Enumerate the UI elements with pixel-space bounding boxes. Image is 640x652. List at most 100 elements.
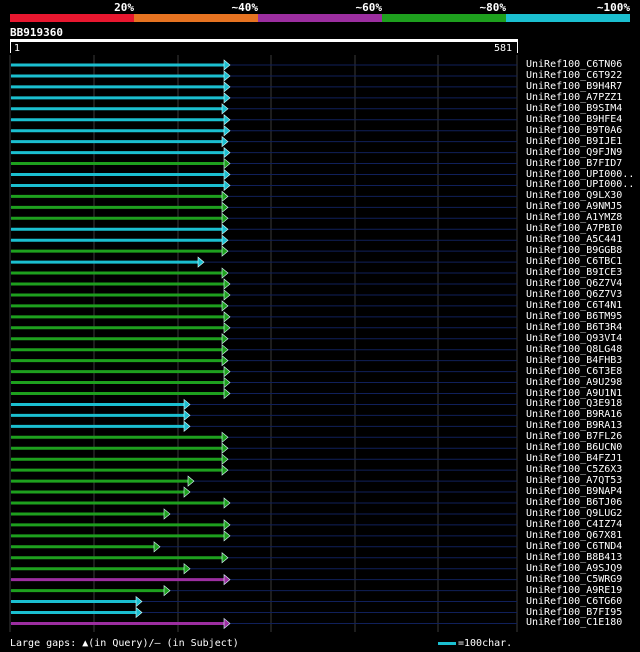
legend-label: ~40%	[231, 1, 259, 14]
hit-end-arrow	[183, 420, 191, 432]
hit-end-arrow	[183, 409, 191, 422]
hit-label[interactable]: UniRef100_B6T3R4	[526, 321, 623, 333]
hit-label[interactable]: UniRef100_A1YMZ8	[526, 212, 623, 224]
hit-label[interactable]: UniRef100_A7QT53	[526, 475, 623, 487]
hit-label[interactable]: UniRef100_Q3E918	[526, 398, 623, 410]
hit-label[interactable]: UniRef100_Q9LUG2	[526, 507, 623, 519]
hit-label[interactable]: UniRef100_B9RA16	[526, 409, 623, 421]
hit-label[interactable]: UniRef100_Q8LG48	[526, 343, 623, 355]
hit-end-arrow	[223, 114, 231, 126]
scale-legend: =100char.	[438, 638, 512, 649]
hit-label[interactable]: UniRef100_Q67X81	[526, 529, 623, 541]
hit-end-arrow	[223, 278, 231, 290]
hit-end-arrow	[221, 245, 229, 257]
hit-end-arrow	[221, 431, 229, 443]
hit-label[interactable]: UniRef100_C1E180	[526, 617, 623, 629]
hit-end-arrow	[183, 563, 191, 575]
hit-end-arrow	[221, 453, 229, 465]
hit-end-arrow	[223, 125, 231, 137]
hit-label[interactable]: UniRef100_B9SIM4	[526, 102, 623, 114]
hit-end-arrow	[221, 223, 229, 235]
hit-label[interactable]: UniRef100_UPI000..	[526, 168, 635, 180]
hit-label[interactable]: UniRef100_B4FHB3	[526, 354, 623, 366]
hit-end-arrow	[223, 574, 231, 586]
hit-label[interactable]: UniRef100_C4IZ74	[526, 518, 623, 530]
ruler-left-tick	[10, 42, 11, 53]
hit-end-arrow	[183, 398, 191, 411]
hit-label[interactable]: UniRef100_B9IJE1	[526, 135, 623, 147]
hit-label[interactable]: UniRef100_B8B413	[526, 551, 623, 563]
hit-label[interactable]: UniRef100_C6T4N1	[526, 299, 623, 311]
legend-segment	[506, 14, 630, 22]
hit-label[interactable]: UniRef100_B7FL26	[526, 431, 623, 443]
hit-end-arrow	[221, 333, 229, 345]
hit-label[interactable]: UniRef100_C6T3E8	[526, 365, 623, 377]
hit-end-arrow	[221, 442, 229, 454]
hit-label[interactable]: UniRef100_B9ICE3	[526, 267, 623, 279]
legend-segment	[10, 14, 134, 22]
hit-label[interactable]: UniRef100_B9HFE4	[526, 113, 623, 125]
legend-segment	[258, 14, 382, 22]
hit-end-arrow	[183, 486, 191, 498]
hit-label[interactable]: UniRef100_B9RA13	[526, 420, 623, 432]
hit-label[interactable]: UniRef100_B9T0A6	[526, 124, 623, 136]
ruler-end-label: 581	[494, 43, 513, 54]
hit-label[interactable]: UniRef100_C5WRG9	[526, 573, 623, 585]
identity-legend-bar	[10, 14, 630, 22]
hit-label[interactable]: UniRef100_A9SJQ9	[526, 562, 623, 574]
hit-label[interactable]: UniRef100_A7PBI0	[526, 223, 623, 235]
scale-label: =100char.	[458, 638, 513, 649]
hit-label[interactable]: UniRef100_B7FID7	[526, 157, 623, 169]
hit-end-arrow	[223, 497, 231, 509]
hit-label[interactable]: UniRef100_Q93VI4	[526, 332, 623, 344]
hit-end-arrow	[221, 190, 229, 203]
hit-end-arrow	[223, 59, 231, 71]
hit-end-arrow	[221, 300, 229, 312]
hit-label[interactable]: UniRef100_B9GGB8	[526, 245, 623, 257]
hit-label[interactable]: UniRef100_B9H4R7	[526, 80, 623, 92]
hit-end-arrow	[163, 584, 171, 597]
hit-end-arrow	[223, 365, 231, 378]
hit-label[interactable]: UniRef100_Q6Z7V3	[526, 288, 623, 300]
hit-label[interactable]: UniRef100_C6T922	[526, 69, 623, 81]
hit-label[interactable]: UniRef100_UPI000..	[526, 179, 635, 191]
hit-label[interactable]: UniRef100_C6TG60	[526, 595, 623, 607]
hit-end-arrow	[187, 475, 195, 487]
hit-label[interactable]: UniRef100_B4FZJ1	[526, 453, 623, 465]
hit-end-arrow	[223, 322, 231, 334]
hit-label[interactable]: UniRef100_A9RE19	[526, 584, 623, 596]
gap-legend: Large gaps: ▲(in Query)/— (in Subject)	[10, 638, 239, 649]
hit-end-arrow	[223, 168, 231, 181]
hit-label[interactable]: UniRef100_Q6Z7V4	[526, 278, 623, 289]
hit-label[interactable]: UniRef100_B6TJ06	[526, 497, 623, 508]
hit-label[interactable]: UniRef100_B7FI95	[526, 606, 623, 618]
hit-end-arrow	[197, 256, 205, 268]
hit-end-arrow	[223, 179, 231, 192]
hit-label[interactable]: UniRef100_Q9LX30	[526, 190, 623, 202]
identity-legend-labels: 20% ~40% ~60% ~80% ~100%	[10, 1, 630, 14]
hit-label[interactable]: UniRef100_C5Z6X3	[526, 464, 623, 476]
hit-label[interactable]: UniRef100_B9NAP4	[526, 486, 623, 498]
hit-label[interactable]: UniRef100_B6TM95	[526, 310, 623, 322]
hit-end-arrow	[223, 92, 231, 104]
hit-label[interactable]: UniRef100_Q9FJN9	[526, 146, 623, 158]
legend-segment	[382, 14, 506, 22]
hit-end-arrow	[221, 344, 229, 356]
scale-bar	[438, 641, 456, 645]
hit-label[interactable]: UniRef100_A9U298	[526, 376, 623, 388]
hit-label[interactable]: UniRef100_B6UCN0	[526, 442, 623, 454]
hit-label[interactable]: UniRef100_C6TND4	[526, 540, 623, 552]
hit-label[interactable]: UniRef100_C6TBC1	[526, 256, 623, 268]
hit-end-arrow	[223, 157, 231, 170]
hit-end-arrow	[153, 541, 161, 553]
hit-label[interactable]: UniRef100_A9NMJ5	[526, 201, 623, 213]
hit-end-arrow	[223, 70, 231, 82]
hit-label[interactable]: UniRef100_C6TN06	[526, 59, 623, 70]
hit-label[interactable]: UniRef100_A7PZZ1	[526, 91, 623, 103]
hit-label[interactable]: UniRef100_A9U1N1	[526, 387, 623, 399]
hit-end-arrow	[223, 519, 231, 531]
hit-end-arrow	[163, 508, 171, 520]
query-bar	[10, 39, 518, 42]
hit-label[interactable]: UniRef100_A5C441	[526, 234, 623, 246]
